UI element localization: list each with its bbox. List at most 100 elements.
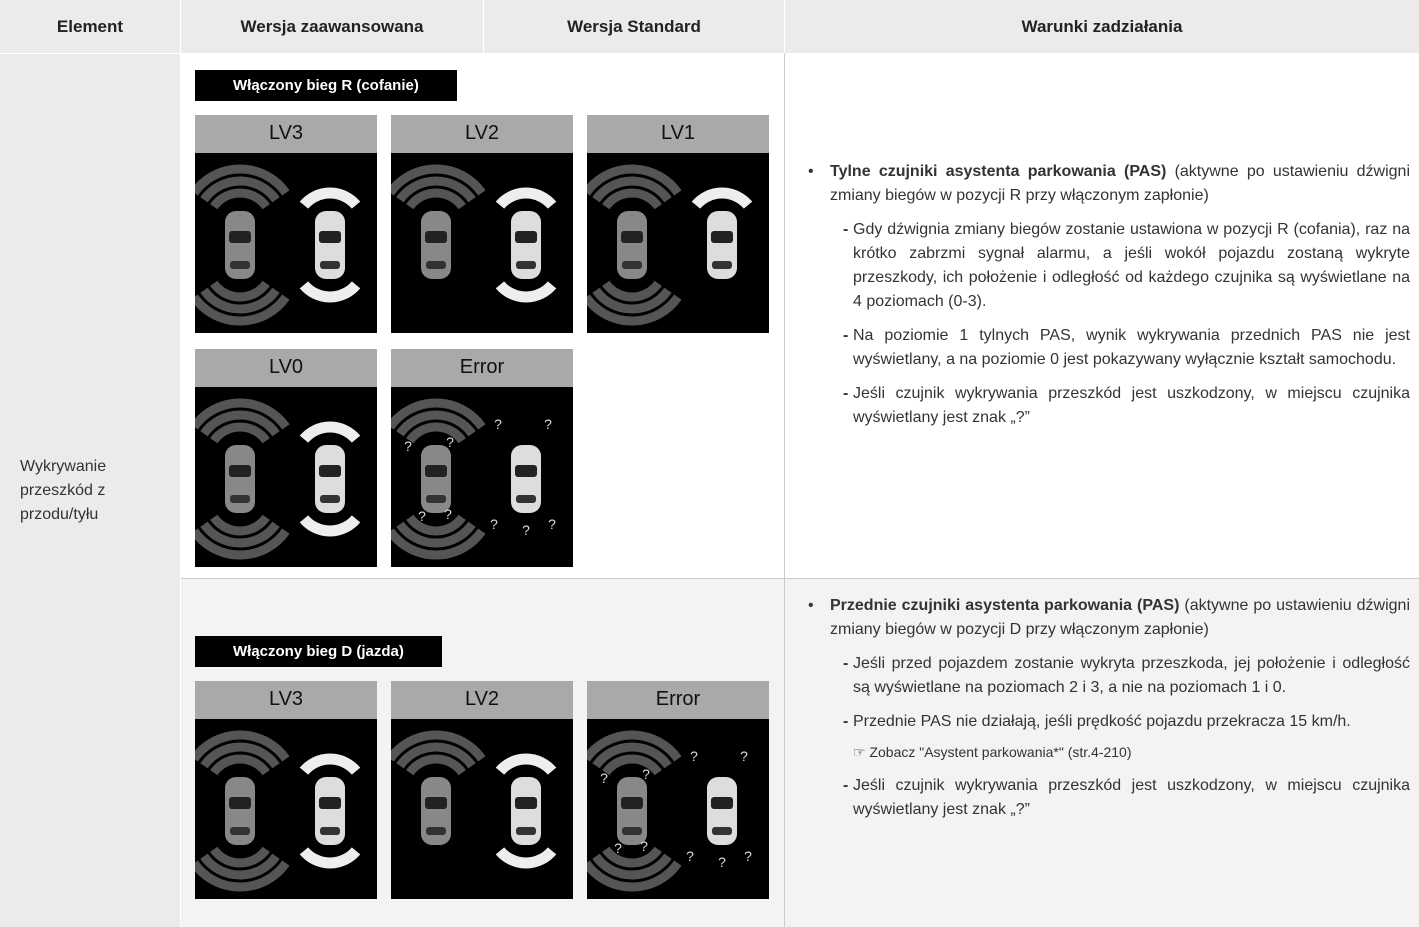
sub-item: - Gdy dźwignia zmiany biegów zostanie ust… [806, 218, 1410, 314]
sensor-arc [691, 187, 753, 209]
display-panel: LV3 [195, 681, 377, 899]
car-window [320, 827, 340, 835]
sensor-arc [587, 164, 682, 196]
sensor-arc [396, 521, 476, 548]
sensor-arc [592, 853, 672, 880]
dash: - [843, 777, 849, 794]
panel-label: Error [391, 349, 573, 387]
sensor-arc [587, 860, 682, 892]
sensor-arc [602, 754, 662, 776]
display-panel: LV0 [195, 349, 377, 567]
sensor-arc [299, 421, 361, 443]
sensor-arc [602, 188, 662, 210]
sub-item: - Jeśli przed pojazdem zostanie wykryta p… [806, 652, 1410, 700]
parking-display [195, 719, 377, 899]
car-window [425, 797, 447, 809]
dash: - [843, 327, 849, 344]
row-divider [181, 578, 1419, 579]
sensor-arc [406, 188, 466, 210]
sensor-arc [391, 398, 486, 430]
error-symbol: ? [640, 838, 648, 854]
dash: - [843, 655, 849, 672]
panel-label: LV2 [391, 115, 573, 153]
sensor-arc [587, 730, 682, 762]
sensor-arc [210, 280, 270, 302]
car-window [515, 231, 537, 243]
error-symbol: ? [404, 438, 412, 454]
car-window [515, 465, 537, 477]
sensor-arc [406, 422, 466, 444]
display-panel: Error????????? [391, 349, 573, 567]
sensor-arc [195, 398, 290, 430]
sensor-arc [210, 846, 270, 868]
car-window [426, 261, 446, 269]
column-divider [784, 53, 785, 927]
car-window [426, 827, 446, 835]
error-symbol: ? [548, 516, 556, 532]
error-symbol: ? [642, 766, 650, 782]
error-symbol: ? [686, 848, 694, 864]
sensor-arc [299, 753, 361, 775]
sensor-arc [210, 422, 270, 444]
panel-label: LV3 [195, 115, 377, 153]
car-window [516, 495, 536, 503]
element-label: Wykrywanie przeszkód z przodu/tyłu [20, 457, 107, 523]
parking-display [391, 719, 573, 899]
sensor-arc [200, 176, 280, 203]
sensor-arc [195, 730, 290, 762]
error-symbol: ? [522, 522, 530, 538]
error-symbol: ? [418, 508, 426, 524]
display-panel: Error????????? [587, 681, 769, 899]
bullet: Przednie czujniki asystenta parkowania (… [806, 594, 1410, 642]
panel-label: LV0 [195, 349, 377, 387]
car-window [711, 797, 733, 809]
panel-label: Error [587, 681, 769, 719]
error-symbol: ? [614, 840, 622, 856]
car-window [622, 827, 642, 835]
parking-display: ????????? [587, 719, 769, 899]
sensor-arc [391, 164, 486, 196]
car-window [425, 231, 447, 243]
bullet: Tylne czujniki asystenta parkowania (PAS… [806, 160, 1410, 208]
sensor-arc [592, 742, 672, 769]
header-cell: Warunki zadziałania [785, 0, 1419, 53]
header-cell: Element [0, 0, 181, 53]
sensor-arc [200, 410, 280, 437]
sensor-arc [495, 187, 557, 209]
display-panel: LV2 [391, 115, 573, 333]
error-symbol: ? [444, 506, 452, 522]
bullet-title: Tylne czujniki asystenta parkowania (PAS… [830, 163, 1167, 180]
car-window [229, 465, 251, 477]
dash: - [843, 221, 849, 238]
sub-item-text: Przednie PAS nie działają, jeśli prędkoś… [853, 713, 1351, 730]
sensor-arc [602, 280, 662, 302]
element-cell: Wykrywanie przeszkód z przodu/tyłu [0, 54, 180, 927]
sub-item-text: Jeśli czujnik wykrywania przeszkód jest … [853, 385, 1410, 426]
car-window [230, 261, 250, 269]
car-window [320, 261, 340, 269]
car-window [426, 495, 446, 503]
panel-label: LV3 [195, 681, 377, 719]
sensor-arc [200, 521, 280, 548]
car-window [320, 495, 340, 503]
dash: - [843, 385, 849, 402]
display-panel: LV2 [391, 681, 573, 899]
car-window [229, 797, 251, 809]
sensor-arc [195, 294, 290, 326]
bullet-title: Przednie czujniki asystenta parkowania (… [830, 597, 1180, 614]
panel-grid: LV3 LV2 Error????????? [195, 681, 769, 899]
sensor-arc [396, 410, 476, 437]
sub-item-text: Gdy dźwignia zmiany biegów zostanie usta… [853, 221, 1410, 310]
sub-item-text: Jeśli czujnik wykrywania przeszkód jest … [853, 777, 1410, 818]
header-cell: Wersja zaawansowana [181, 0, 484, 53]
car-window [621, 231, 643, 243]
panel-grid: LV3 LV2 LV1 LV0 Error????????? [195, 115, 769, 567]
sensor-arc [592, 287, 672, 314]
sensor-arc [210, 514, 270, 536]
sensor-arc [406, 754, 466, 776]
error-symbol: ? [690, 748, 698, 764]
parking-display [195, 387, 377, 567]
image-column: Włączony bieg R (cofanie) LV3 LV2 LV1 LV0 Err… [195, 70, 769, 567]
car-window [516, 261, 536, 269]
